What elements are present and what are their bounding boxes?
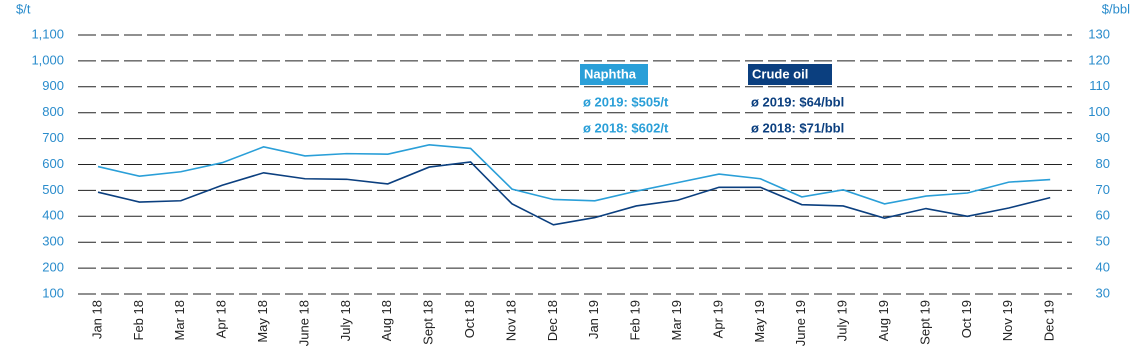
line	[97, 161, 1051, 226]
y2-tick-label: 100	[1088, 104, 1110, 119]
annotation: ø 2018: $71/bbl	[751, 120, 844, 135]
y-tick-label: 100	[42, 285, 64, 300]
x-tick-label: June 19	[793, 300, 808, 346]
legend-swatch	[748, 64, 832, 85]
x-tick-label: Jan 19	[586, 300, 601, 339]
x-tick-label: Dec 18	[545, 300, 560, 341]
x-tick-label: Dec 19	[1042, 300, 1057, 341]
annotation: ø 2019: $505/t	[583, 94, 669, 109]
y-axis-label: $/t	[16, 1, 31, 16]
legend-swatch	[580, 64, 648, 85]
x-tick-label: Aug 18	[379, 300, 394, 341]
x-tick-label: May 18	[255, 300, 270, 343]
x-tick-label: Feb 18	[131, 300, 146, 340]
y2-tick-label: 130	[1088, 26, 1110, 41]
annotation: ø 2018: $602/t	[583, 120, 669, 135]
x-tick-label: July 19	[835, 300, 850, 341]
x-tick-label: Oct 19	[959, 300, 974, 338]
y2-tick-label: 80	[1096, 156, 1110, 171]
x-tick-label: Oct 18	[462, 300, 477, 338]
y-tick-label: 800	[42, 104, 64, 119]
y2-tick-label: 50	[1096, 234, 1110, 249]
y-tick-label: 1,000	[31, 52, 64, 67]
x-tick-label: Mar 19	[669, 300, 684, 340]
x-tick-label: Feb 19	[628, 300, 643, 340]
y2-tick-label: 30	[1096, 285, 1110, 300]
y2-tick-label: 120	[1088, 52, 1110, 67]
x-tick-label: July 18	[338, 300, 353, 341]
y2-tick-label: 90	[1096, 130, 1110, 145]
y2-tick-label: 110	[1089, 78, 1110, 93]
annotation: ø 2019: $64/bbl	[751, 94, 844, 109]
y2-tick-label: 70	[1096, 182, 1110, 197]
x-tick-label: May 19	[752, 300, 767, 343]
y-tick-label: 300	[42, 234, 64, 249]
y-tick-label: 200	[42, 260, 64, 275]
x-tick-label: Apr 18	[214, 300, 229, 338]
x-tick-label: Sept 18	[421, 300, 436, 345]
x-tick-label: Mar 18	[172, 300, 187, 340]
x-tick-label: Nov 19	[1000, 300, 1015, 341]
x-tick-label: Apr 19	[710, 300, 725, 338]
y2-axis-label: $/bbl	[1102, 1, 1130, 16]
y-tick-label: 600	[42, 156, 64, 171]
legend-label: Crude oil	[752, 66, 808, 81]
y-tick-label: 700	[42, 130, 64, 145]
legend-label: Naphtha	[584, 66, 637, 81]
x-tick-label: Aug 19	[876, 300, 891, 341]
x-tick-label: Sept 19	[917, 300, 932, 345]
line	[97, 144, 1051, 205]
y-tick-label: 900	[42, 78, 64, 93]
x-tick-label: Nov 18	[503, 300, 518, 341]
y-tick-label: 1,100	[31, 26, 64, 41]
y-tick-label: 400	[42, 208, 64, 223]
x-tick-label: Jan 18	[89, 300, 104, 339]
y2-tick-label: 40	[1096, 260, 1110, 275]
x-tick-label: June 18	[296, 300, 311, 346]
y-tick-label: 500	[42, 182, 64, 197]
y2-tick-label: 60	[1096, 208, 1110, 223]
